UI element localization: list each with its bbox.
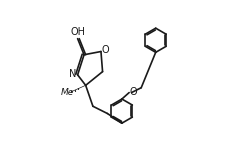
Text: O: O	[102, 45, 109, 55]
Text: Me: Me	[61, 88, 74, 97]
Text: N: N	[69, 69, 77, 79]
Text: O: O	[130, 87, 137, 97]
Text: OH: OH	[71, 27, 86, 37]
